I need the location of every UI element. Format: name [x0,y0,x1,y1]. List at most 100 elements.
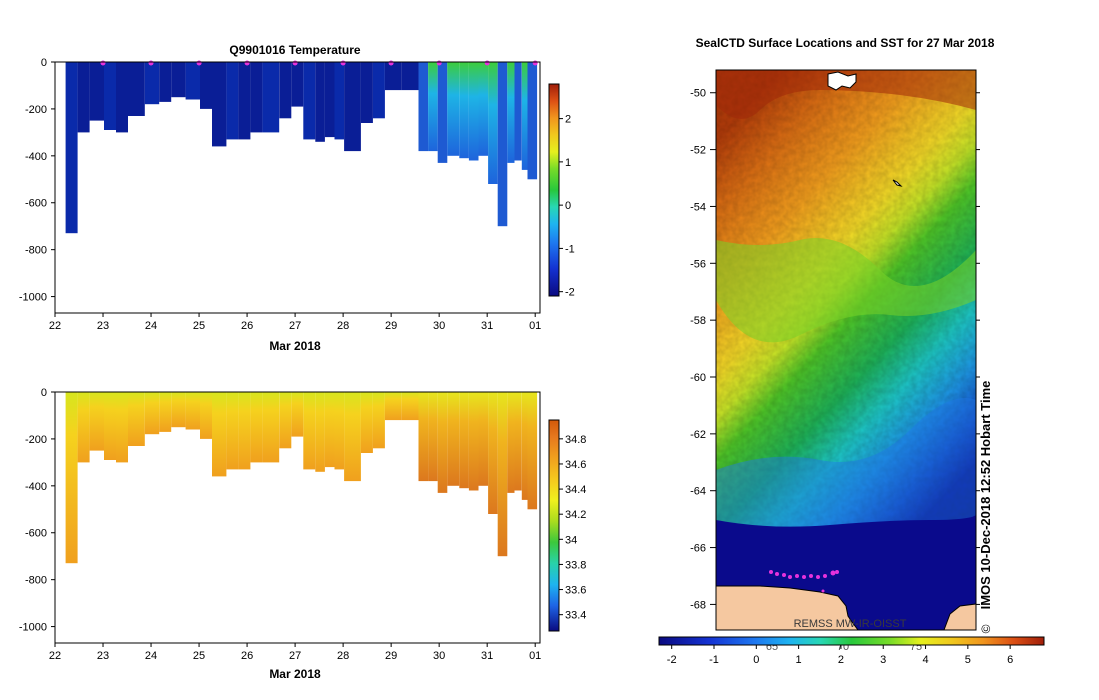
x-tick-label: 29 [385,320,397,332]
seal-point [795,574,799,578]
profile-column [262,392,280,463]
surface-marker [340,60,346,66]
profile-column [468,62,479,161]
profile-column [488,392,498,514]
colorbar-tick-label: -1 [565,243,575,255]
profile-column [459,62,469,159]
profile-column [384,392,402,421]
profile-column [65,392,78,564]
profile-column [279,392,292,449]
profile-column [185,392,200,430]
profile-column [116,392,128,463]
colorbar-tick-label: 33.4 [565,610,586,622]
sst-colorbar-tick-label: 2 [838,654,844,666]
temperature-xlabel: Mar 2018 [269,339,321,353]
sst-map-frame [715,69,977,631]
profile-column [104,392,116,460]
profile-column [527,62,538,180]
profile-column [89,62,104,121]
temperature-colorbar-ticks: 2 1 0 -1 -2 [559,114,575,299]
profile-column [437,392,448,493]
colorbar-tick-label: 34.6 [565,459,586,471]
salinity-axes: 0 -200 -400 -600 -800 -1000 22 23 24 25 26 27 28 29 30… [19,387,541,662]
seal-point [775,572,779,576]
x-tick-label: 31 [481,320,493,332]
profile-column [159,62,172,102]
profile-column [77,62,90,133]
profile-column [238,62,251,140]
profile-column [65,62,78,234]
sst-front-blue [716,398,976,530]
profile-column [279,62,292,119]
profile-column [171,392,186,428]
x-tick-label: 01 [529,320,541,332]
seal-point [823,574,827,578]
profile-column [291,62,304,107]
profile-column [447,62,460,156]
timestamp-label: IMOS 10-Dec-2018 12:52 Hobart Time [978,381,993,610]
profile-column [514,392,522,491]
sst-field: REMSS MW-IR-OISST [715,70,977,631]
profile-column [238,392,251,470]
temperature-axes: 0 -200 -400 -600 -800 -1000 22 23 24 25 26 27 28 29 30… [19,57,541,332]
x-tick-label: 24 [145,320,157,332]
profile-column [128,62,145,116]
surface-marker [388,60,394,66]
x-tick-label: 25 [193,320,205,332]
lat-tick-label: -58 [690,315,706,327]
colorbar-tick-label: 33.6 [565,585,586,597]
x-tick-label: 27 [289,320,301,332]
profile-column [324,392,335,468]
lat-tick-label: -50 [690,88,706,100]
seal-point [816,575,820,579]
seal-point [830,570,836,576]
x-tick-label: 23 [97,320,109,332]
profile-column [344,62,361,152]
seal-point [802,575,806,579]
surface-marker [244,60,250,66]
x-tick-label: 28 [337,320,349,332]
x-tick-label: 28 [337,650,349,662]
lat-tick-label: -62 [690,429,706,441]
colorbar-tick-label: -2 [565,287,575,299]
sst-colorbar-tick-label: 0 [753,654,759,666]
sst-latitude-axis: -50 -52 -54 -56 -58 -60 -62 -64 -66 -68 [690,88,980,611]
lat-tick-label: -66 [690,543,706,555]
sst-colorbar-tick-label: 5 [965,654,971,666]
profile-column [77,392,90,463]
profile-column [507,62,515,163]
profile-column [116,62,128,133]
profile-column [521,62,528,170]
lat-tick-label: -56 [690,258,706,270]
profile-column [521,392,528,500]
y-tick-label: -600 [25,198,47,210]
profile-column [497,392,508,557]
profile-column [344,392,361,482]
temperature-profiles [65,62,538,234]
y-tick-label: -200 [25,434,47,446]
profile-column [372,392,385,449]
profile-column [418,392,429,482]
lat-tick-label: -64 [690,486,706,498]
colorbar-tick-label: 33.8 [565,559,586,571]
seal-point [809,574,813,578]
profile-column [200,62,212,109]
seal-point [769,570,773,574]
profile-column [478,62,489,156]
profile-column [527,392,538,510]
sst-colorbar-tick-label: 4 [922,654,928,666]
profile-column [418,62,429,152]
salinity-colorbar-ticks: 34.8 34.6 34.4 34.2 34 33.8 33.6 33.4 [559,434,586,622]
profile-column [372,62,385,119]
salinity-xlabel: Mar 2018 [269,667,321,681]
y-tick-label: -1000 [19,622,47,634]
profile-column [468,392,479,491]
surface-marker [292,60,298,66]
kerguelen-island [827,71,857,91]
profile-column [384,62,402,91]
sst-map-panel: SealCTD Surface Locations and SST for 27… [658,36,1045,666]
seal-point [835,570,839,574]
profile-column [428,392,438,482]
profile-column [315,62,325,142]
